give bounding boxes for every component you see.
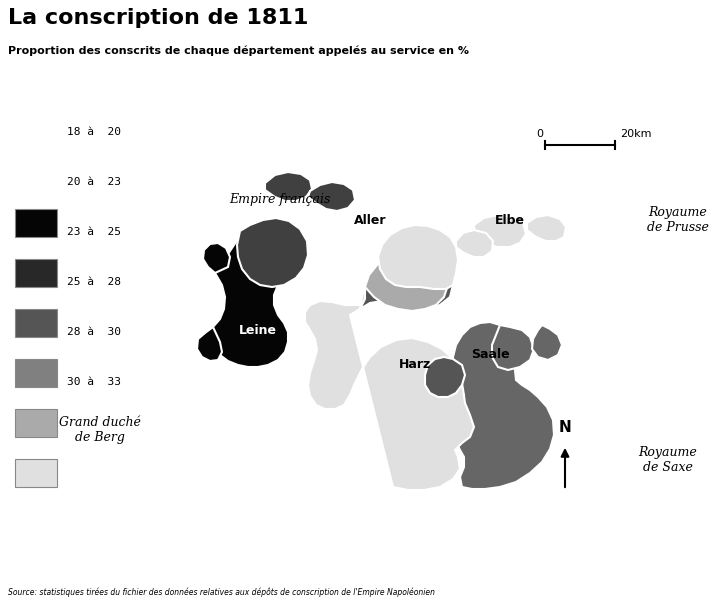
- Polygon shape: [474, 215, 526, 247]
- Polygon shape: [15, 459, 57, 487]
- Polygon shape: [15, 309, 57, 337]
- Text: Royaume
de Saxe: Royaume de Saxe: [638, 446, 697, 474]
- Polygon shape: [360, 253, 453, 309]
- Polygon shape: [365, 253, 448, 311]
- Text: Ocker: Ocker: [425, 309, 465, 321]
- Text: Werra: Werra: [247, 456, 289, 468]
- Text: 25 à  28: 25 à 28: [67, 277, 121, 287]
- Polygon shape: [305, 258, 474, 490]
- Text: Source: statistiques tirées du fichier des données relatives aux dépôts de consc: Source: statistiques tirées du fichier d…: [8, 587, 435, 597]
- Polygon shape: [378, 225, 458, 289]
- Polygon shape: [237, 218, 308, 287]
- Text: N: N: [559, 420, 572, 435]
- Polygon shape: [240, 225, 298, 277]
- Text: Fulde: Fulde: [249, 393, 287, 407]
- Text: 28 à  30: 28 à 30: [67, 327, 121, 337]
- Text: 20km: 20km: [620, 129, 652, 139]
- Polygon shape: [532, 325, 562, 360]
- Polygon shape: [197, 327, 222, 361]
- Text: Harz: Harz: [399, 359, 431, 371]
- Polygon shape: [456, 230, 493, 257]
- Text: 20 à  23: 20 à 23: [67, 177, 121, 187]
- Text: 23 à  25: 23 à 25: [67, 227, 121, 237]
- Polygon shape: [492, 325, 534, 370]
- Text: 30 à  33: 30 à 33: [67, 377, 121, 387]
- Text: 18 à  20: 18 à 20: [67, 127, 121, 137]
- Text: Leine: Leine: [239, 324, 277, 336]
- Text: La conscription de 1811: La conscription de 1811: [8, 8, 308, 28]
- Text: Elbe: Elbe: [495, 214, 525, 226]
- Polygon shape: [15, 209, 57, 237]
- Text: 0: 0: [537, 129, 543, 139]
- Polygon shape: [210, 227, 296, 367]
- Polygon shape: [527, 215, 566, 241]
- Polygon shape: [203, 243, 230, 273]
- Text: Proportion des conscrits de chaque département appelés au service en %: Proportion des conscrits de chaque dépar…: [8, 45, 469, 56]
- Polygon shape: [308, 182, 355, 211]
- Text: Empire français: Empire français: [229, 194, 331, 206]
- Polygon shape: [425, 357, 465, 397]
- Polygon shape: [15, 359, 57, 387]
- Text: Aller: Aller: [354, 214, 386, 226]
- Polygon shape: [15, 259, 57, 287]
- Polygon shape: [453, 322, 554, 489]
- Text: Royaume
de Prusse: Royaume de Prusse: [647, 206, 709, 234]
- Polygon shape: [15, 409, 57, 437]
- Text: Grand duché
de Berg: Grand duché de Berg: [59, 416, 141, 444]
- Text: Saale: Saale: [471, 348, 509, 362]
- Polygon shape: [265, 172, 312, 201]
